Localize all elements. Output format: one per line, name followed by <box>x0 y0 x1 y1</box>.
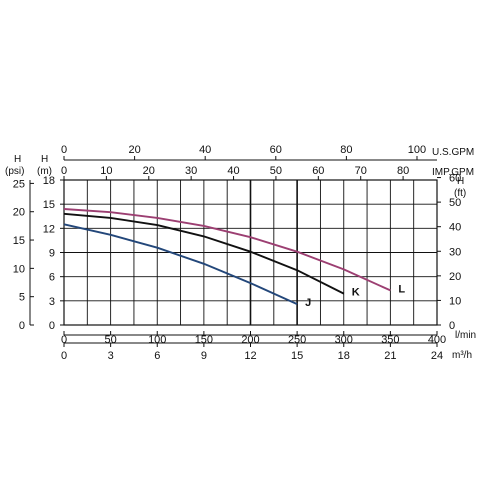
psi-tick-label: 0 <box>19 320 25 332</box>
curve-label-j: J <box>305 297 311 309</box>
usgpm-tick-label: 80 <box>340 144 352 156</box>
m-axis-unit: (m) <box>37 166 52 177</box>
psi-tick-label: 25 <box>13 178 25 190</box>
m-tick-label: 0 <box>49 320 55 332</box>
lmin-tick-label: 250 <box>288 334 306 346</box>
impgpm-tick-label: 30 <box>185 165 197 177</box>
m-tick-label: 3 <box>49 296 55 308</box>
m3h-tick-label: 12 <box>244 350 256 362</box>
psi-tick-label: 15 <box>13 235 25 247</box>
m3h-tick-label: 24 <box>431 350 443 362</box>
usgpm-tick-label: 60 <box>270 144 282 156</box>
usgpm-tick-label: 0 <box>61 144 67 156</box>
ft-tick-label: 40 <box>449 222 461 234</box>
psi-tick-label: 20 <box>13 207 25 219</box>
impgpm-tick-label: 40 <box>227 165 239 177</box>
chart-grid <box>29 156 441 347</box>
curve-j <box>63 223 298 305</box>
impgpm-unit-label: IMP.GPM <box>432 167 474 178</box>
ft-tick-label: 30 <box>449 246 461 258</box>
lmin-tick-label: 350 <box>381 334 399 346</box>
m-axis-title: H <box>41 154 48 165</box>
curve-l <box>63 208 391 292</box>
m3h-tick-label: 21 <box>384 350 396 362</box>
psi-tick-label: 5 <box>19 292 25 304</box>
lmin-tick-label: 200 <box>241 334 259 346</box>
psi-tick-label: 10 <box>13 263 25 275</box>
usgpm-tick-label: 100 <box>408 144 426 156</box>
ft-tick-label: 0 <box>449 320 455 332</box>
lmin-tick-label: 400 <box>428 334 446 346</box>
usgpm-tick-label: 40 <box>199 144 211 156</box>
lmin-unit-label: l/min <box>455 330 476 341</box>
psi-axis-title: H <box>14 154 21 165</box>
m-tick-label: 15 <box>43 199 55 211</box>
ft-axis-unit: (ft) <box>454 188 466 199</box>
m3h-unit-label: m³/h <box>452 350 472 361</box>
m3h-tick-label: 0 <box>61 350 67 362</box>
impgpm-tick-label: 80 <box>397 165 409 177</box>
chart-series <box>63 208 391 305</box>
lmin-tick-label: 50 <box>105 334 117 346</box>
curve-k <box>63 212 345 295</box>
usgpm-tick-label: 20 <box>128 144 140 156</box>
lmin-tick-label: 300 <box>335 334 353 346</box>
m-tick-label: 9 <box>49 248 55 260</box>
ft-tick-label: 50 <box>449 197 461 209</box>
m-tick-label: 12 <box>43 223 55 235</box>
m-tick-label: 18 <box>43 175 55 187</box>
lmin-tick-label: 100 <box>148 334 166 346</box>
m3h-tick-label: 3 <box>108 350 114 362</box>
ft-tick-label: 10 <box>449 295 461 307</box>
lmin-tick-label: 0 <box>61 334 67 346</box>
ft-tick-label: 60 <box>449 173 461 185</box>
m3h-tick-label: 15 <box>291 350 303 362</box>
impgpm-tick-label: 0 <box>61 165 67 177</box>
impgpm-tick-label: 20 <box>143 165 155 177</box>
ft-tick-label: 20 <box>449 271 461 283</box>
curve-label-l: L <box>398 283 405 295</box>
psi-axis-unit: (psi) <box>5 166 24 177</box>
curve-label-k: K <box>352 287 360 299</box>
chart-labels: U.S.GPM IMP.GPM l/min m³/h H (psi) H (m)… <box>5 144 476 362</box>
m3h-tick-label: 18 <box>338 350 350 362</box>
impgpm-tick-label: 60 <box>312 165 324 177</box>
impgpm-tick-label: 50 <box>270 165 282 177</box>
m3h-tick-label: 9 <box>201 350 207 362</box>
impgpm-tick-label: 10 <box>100 165 112 177</box>
usgpm-unit-label: U.S.GPM <box>432 147 474 158</box>
lmin-tick-label: 150 <box>195 334 213 346</box>
ft-axis-title: H <box>457 176 464 187</box>
m-tick-label: 6 <box>49 272 55 284</box>
m3h-tick-label: 6 <box>154 350 160 362</box>
impgpm-tick-label: 70 <box>355 165 367 177</box>
